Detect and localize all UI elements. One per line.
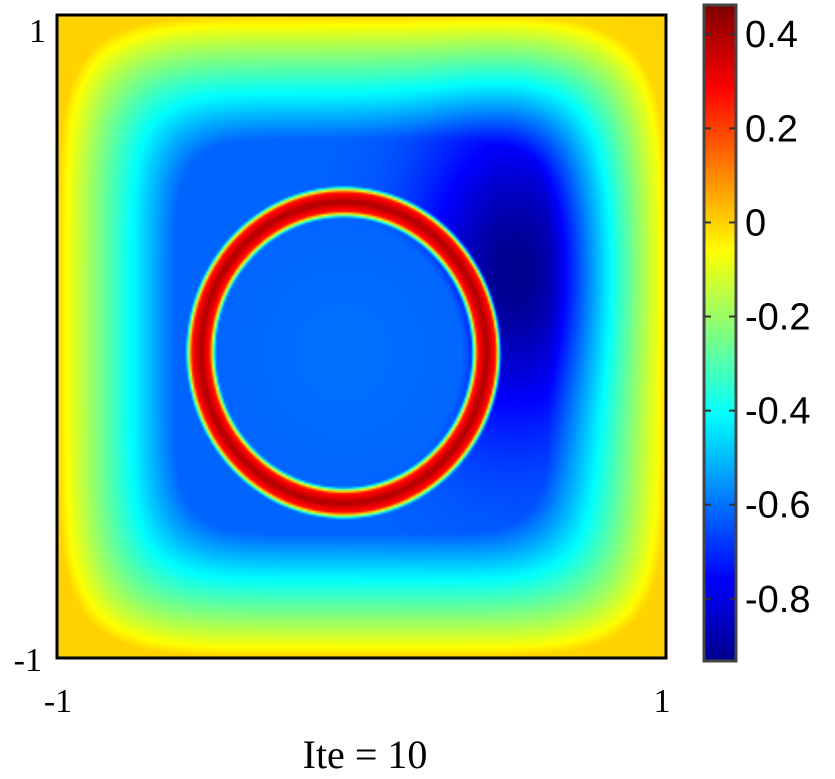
heatmap-canvas (58, 16, 666, 657)
x-tick-label-right: 1 (654, 683, 671, 720)
x-tick-label-left: -1 (44, 683, 72, 720)
colorbar-frame (702, 3, 738, 663)
y-tick-label-top: 1 (29, 13, 46, 50)
x-axis-label: Ite = 10 (303, 732, 428, 777)
colorbar-tick-label: -0.2 (745, 297, 810, 339)
y-tick-label-bottom: -1 (14, 642, 42, 679)
colorbar-tick-label: -0.6 (745, 485, 810, 527)
colorbar-tick-label: 0.4 (745, 14, 798, 56)
heatmap-image-wrapper (58, 16, 666, 657)
colorbar-tick-label: -0.8 (745, 579, 810, 621)
colorbar-tick-label: 0.2 (745, 108, 798, 150)
plot-frame (55, 13, 668, 660)
colorbar (705, 6, 735, 660)
colorbar-tick-label: 0 (745, 202, 766, 244)
colorbar-ticks: 0.4 0.2 0 -0.2 -0.4 -0.6 -0.8 (705, 14, 810, 621)
colorbar-tick-label: -0.4 (745, 391, 810, 433)
